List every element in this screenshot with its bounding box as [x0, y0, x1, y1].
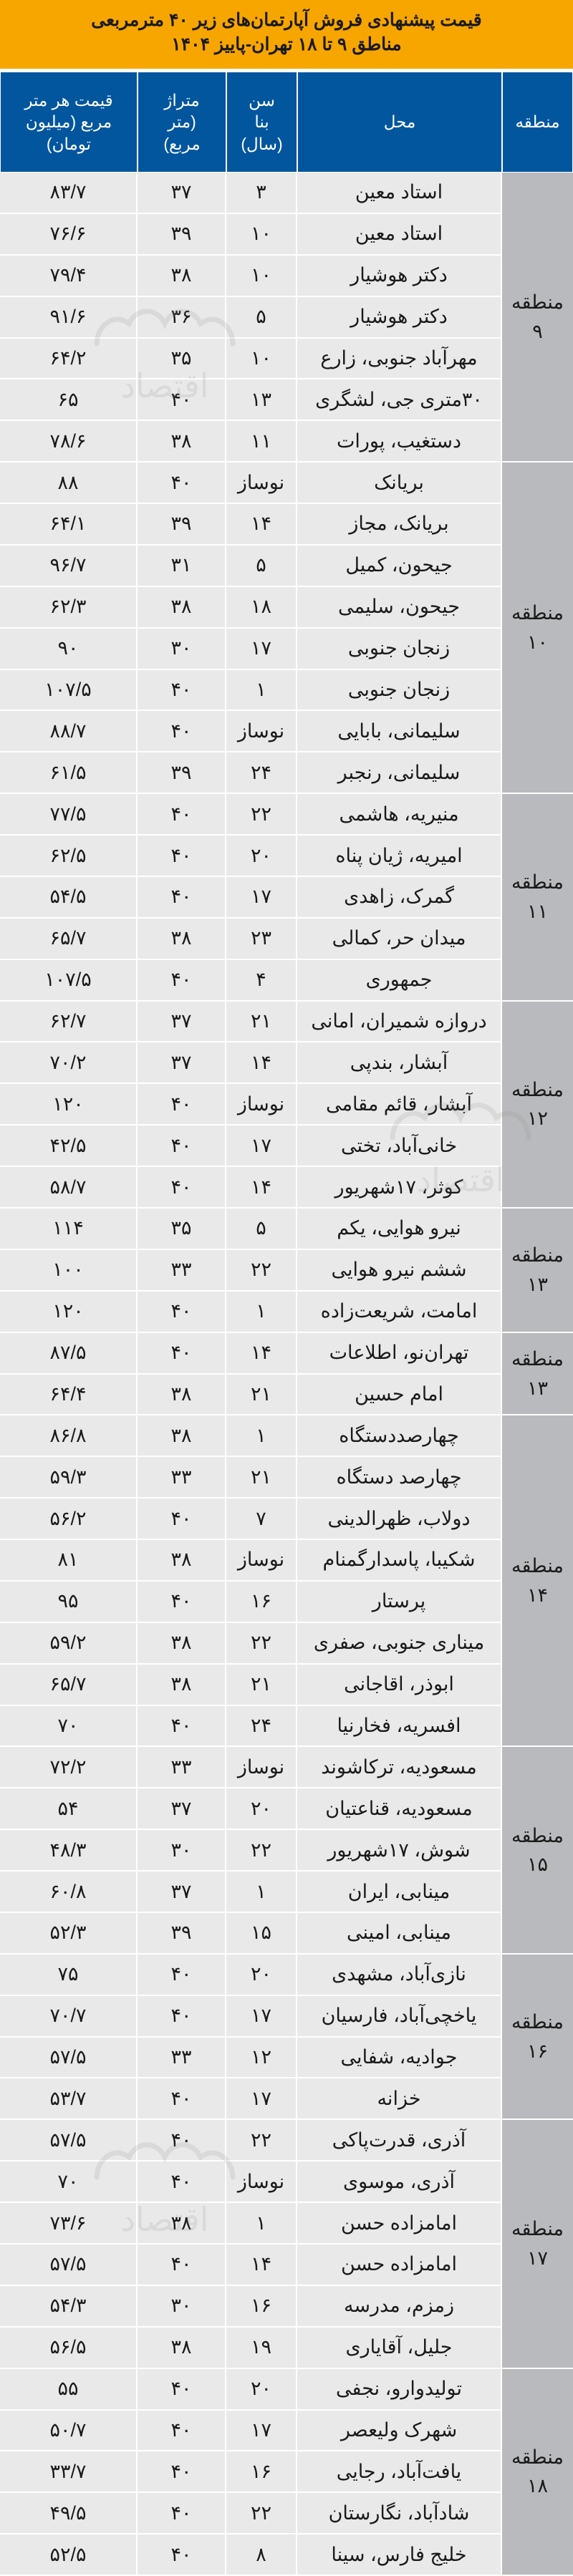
svg-text:اقتصاد: اقتصاد — [120, 2201, 208, 2238]
svg-text:اقتصاد: اقتصاد — [120, 367, 208, 405]
svg-text:اقتصاد: اقتصاد — [416, 1161, 504, 1199]
